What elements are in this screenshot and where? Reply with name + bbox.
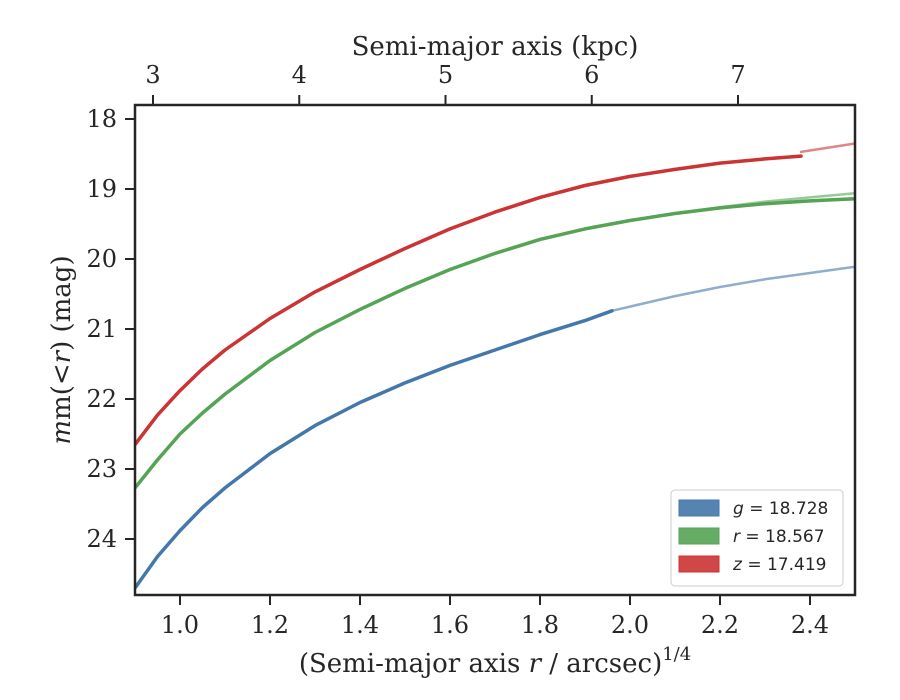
x-axis-title: (Semi-major axis r / arcsec)1/4 — [299, 644, 691, 679]
top-x-tick-label: 7 — [730, 61, 745, 89]
y-tick-label: 23 — [86, 455, 117, 483]
legend-label-r: r = 18.567 — [733, 527, 825, 547]
y-axis-title: mm(<r) (mag) — [47, 255, 77, 444]
x-tick-label: 1.0 — [161, 611, 199, 639]
top-x-tick-label: 5 — [438, 61, 453, 89]
plot-content — [135, 142, 855, 590]
series-group — [135, 142, 855, 590]
y-tick-label: 24 — [86, 525, 117, 553]
y-tick-label: 22 — [86, 385, 117, 413]
series-model-line-g — [610, 265, 855, 313]
legend-label-z: z = 17.419 — [732, 555, 826, 575]
x-tick-label: 2.0 — [611, 611, 649, 639]
x-tick-label: 2.2 — [701, 611, 739, 639]
series-line-g — [135, 309, 614, 590]
series-line-z — [135, 154, 803, 447]
y-tick-label: 18 — [86, 105, 117, 133]
axes-frame — [133, 103, 857, 597]
series-model-line-z — [799, 142, 855, 154]
y-tick-label: 20 — [86, 245, 117, 273]
x-tick-label: 1.8 — [521, 611, 559, 639]
legend-swatch-z — [678, 555, 720, 573]
axis-ticks: 1.0 1.2 1.4 1.6 1.8 2.0 2.2 2.4 18 19 20 21 22 23 24 3 4… — [86, 61, 829, 639]
x-tick-label: 1.2 — [251, 611, 289, 639]
y-tick-label: 21 — [86, 315, 117, 343]
top-x-axis-title: Semi-major axis (kpc) — [352, 32, 639, 62]
y-tick-label: 19 — [86, 175, 117, 203]
legend-swatch-r — [678, 527, 720, 545]
x-tick-label: 1.4 — [341, 611, 379, 639]
top-x-tick-label: 3 — [145, 61, 160, 89]
legend-label-g: g = 18.728 — [733, 499, 828, 519]
x-tick-label: 1.6 — [431, 611, 469, 639]
top-x-tick-label: 4 — [292, 61, 307, 89]
x-tick-label: 2.4 — [791, 611, 829, 639]
series-line-r — [135, 197, 855, 490]
legend: g = 18.728 r = 18.567 z = 17.419 — [670, 489, 844, 587]
legend-swatch-g — [678, 499, 720, 517]
top-x-tick-label: 6 — [584, 61, 599, 89]
